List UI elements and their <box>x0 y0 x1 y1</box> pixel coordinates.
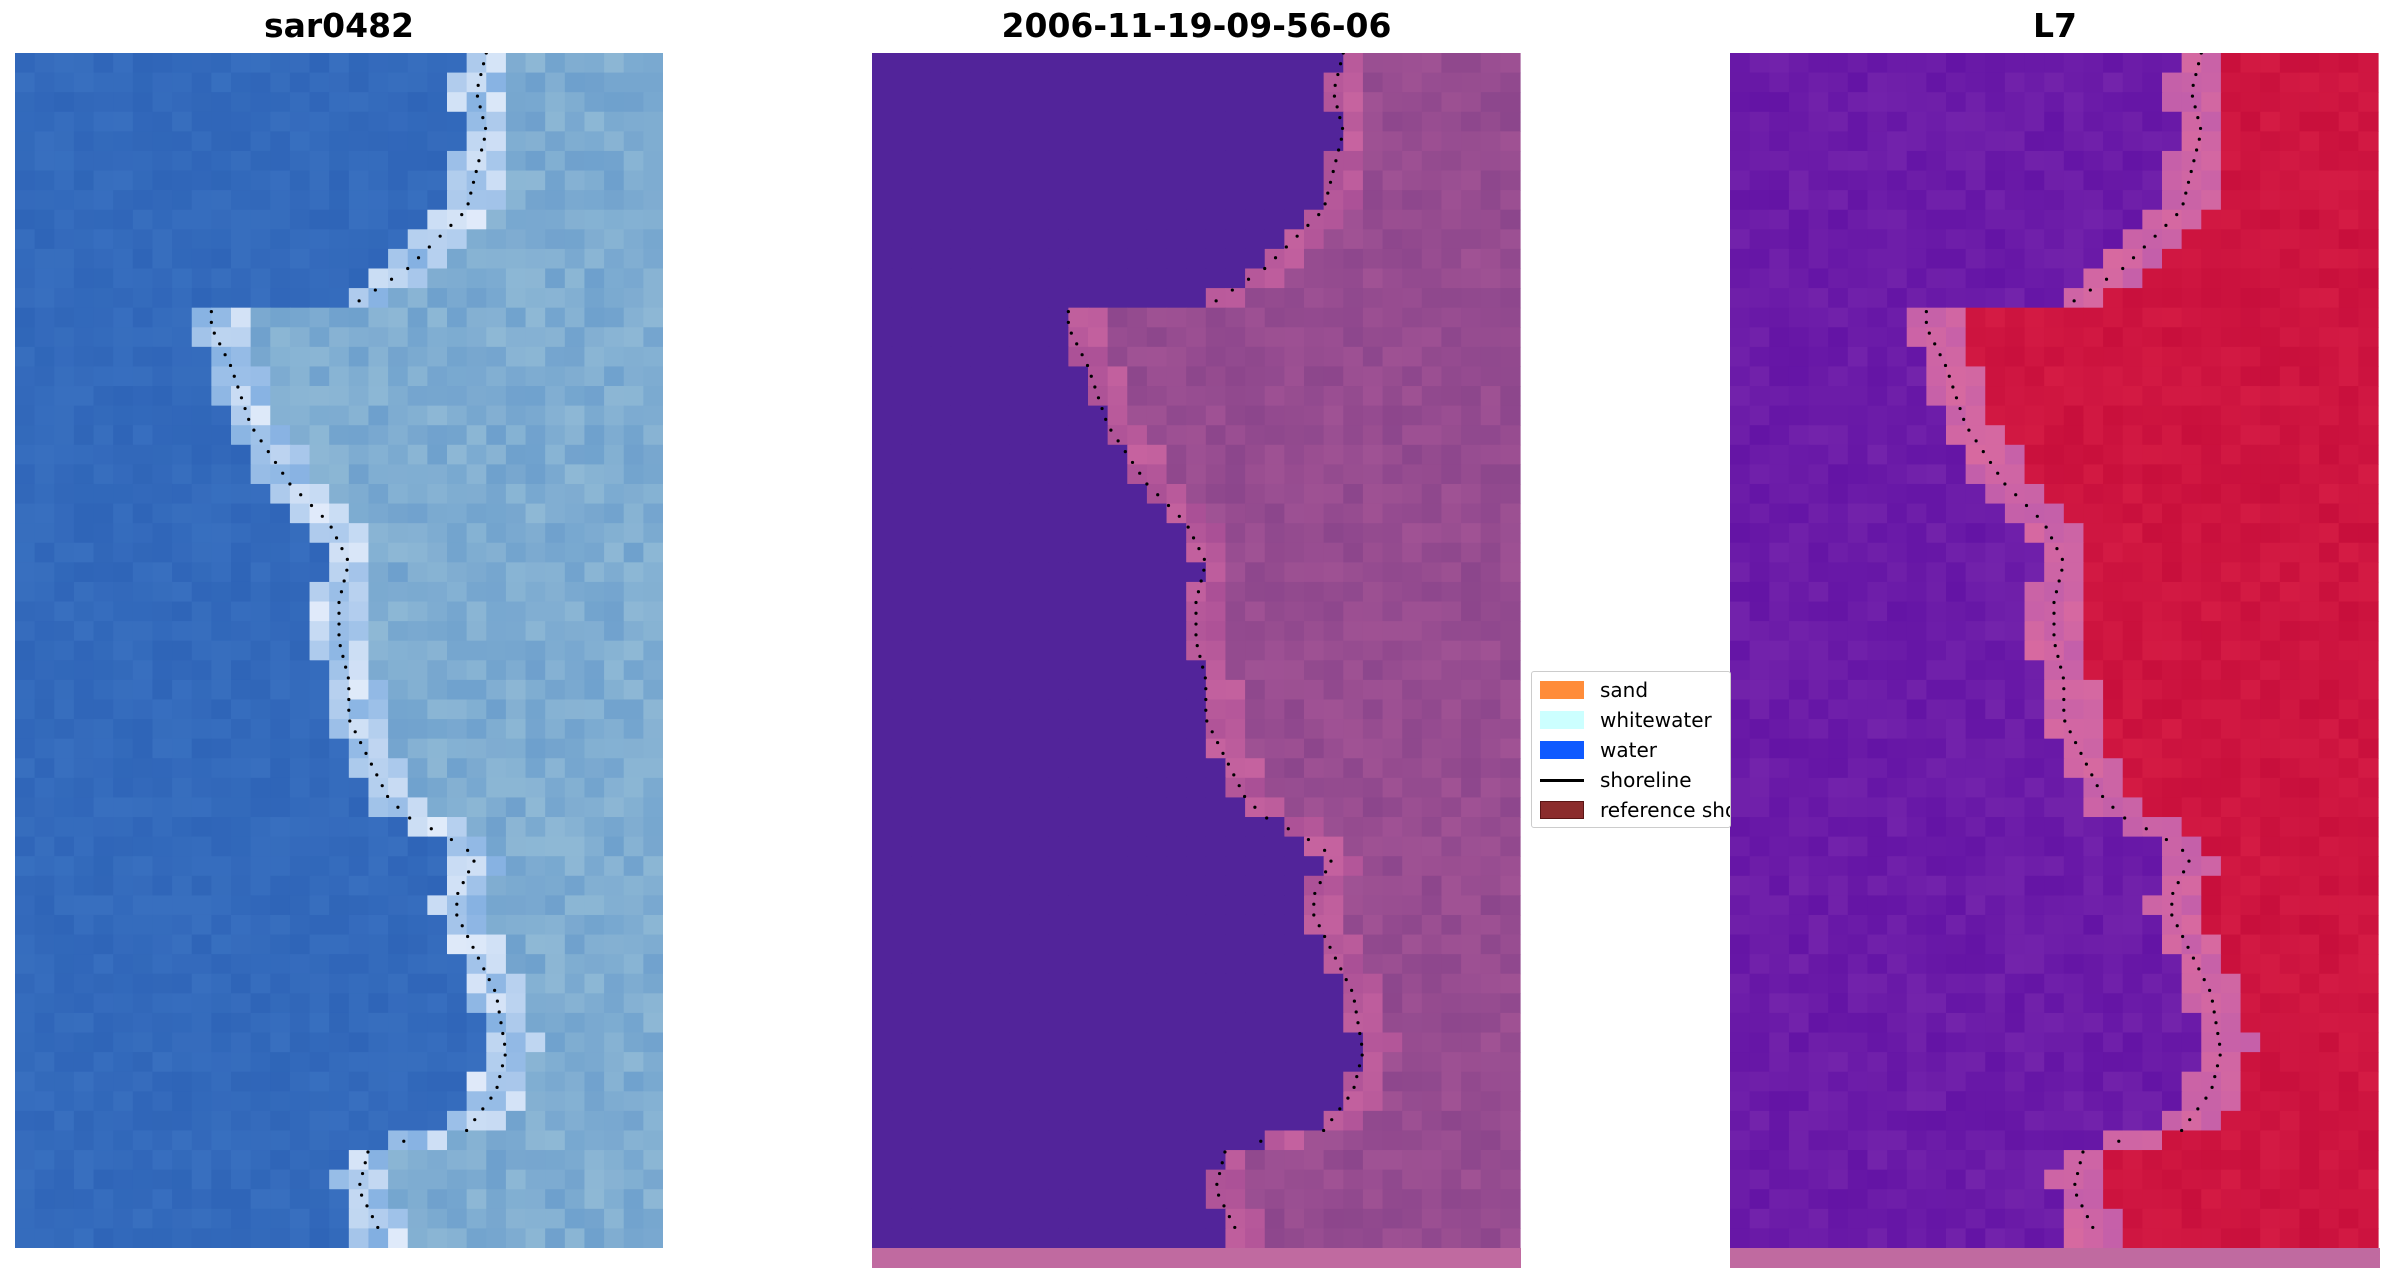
legend-item-reference-shoreline: reference shoreline <box>1540 795 1730 825</box>
legend-swatch-sand <box>1540 681 1584 699</box>
legend-line-shoreline <box>1540 778 1584 782</box>
legend: sand whitewater water shoreline referenc… <box>1531 671 1731 828</box>
legend-label-water: water <box>1600 738 1657 762</box>
legend-swatch-reference-shoreline <box>1540 801 1584 819</box>
classified-image-panel <box>872 53 1521 1268</box>
legend-item-sand: sand <box>1540 675 1648 705</box>
legend-item-water: water <box>1540 735 1657 765</box>
panel-title-mndwi: L7 <box>2033 6 2077 45</box>
mndwi-image-panel <box>1730 53 2380 1268</box>
legend-label-reference-shoreline: reference shoreline <box>1600 798 1730 822</box>
legend-label-whitewater: whitewater <box>1600 708 1712 732</box>
legend-swatch-whitewater <box>1540 711 1584 729</box>
legend-item-shoreline: shoreline <box>1540 765 1692 795</box>
legend-label-sand: sand <box>1600 678 1649 702</box>
panel-title-classified: 2006-11-19-09-56-06 <box>1001 6 1392 45</box>
legend-swatch-water <box>1540 741 1584 759</box>
rgb-image-panel <box>15 53 663 1248</box>
legend-item-whitewater: whitewater <box>1540 705 1712 735</box>
panel-title-rgb: sar0482 <box>263 6 415 45</box>
legend-label-shoreline: shoreline <box>1600 768 1692 792</box>
